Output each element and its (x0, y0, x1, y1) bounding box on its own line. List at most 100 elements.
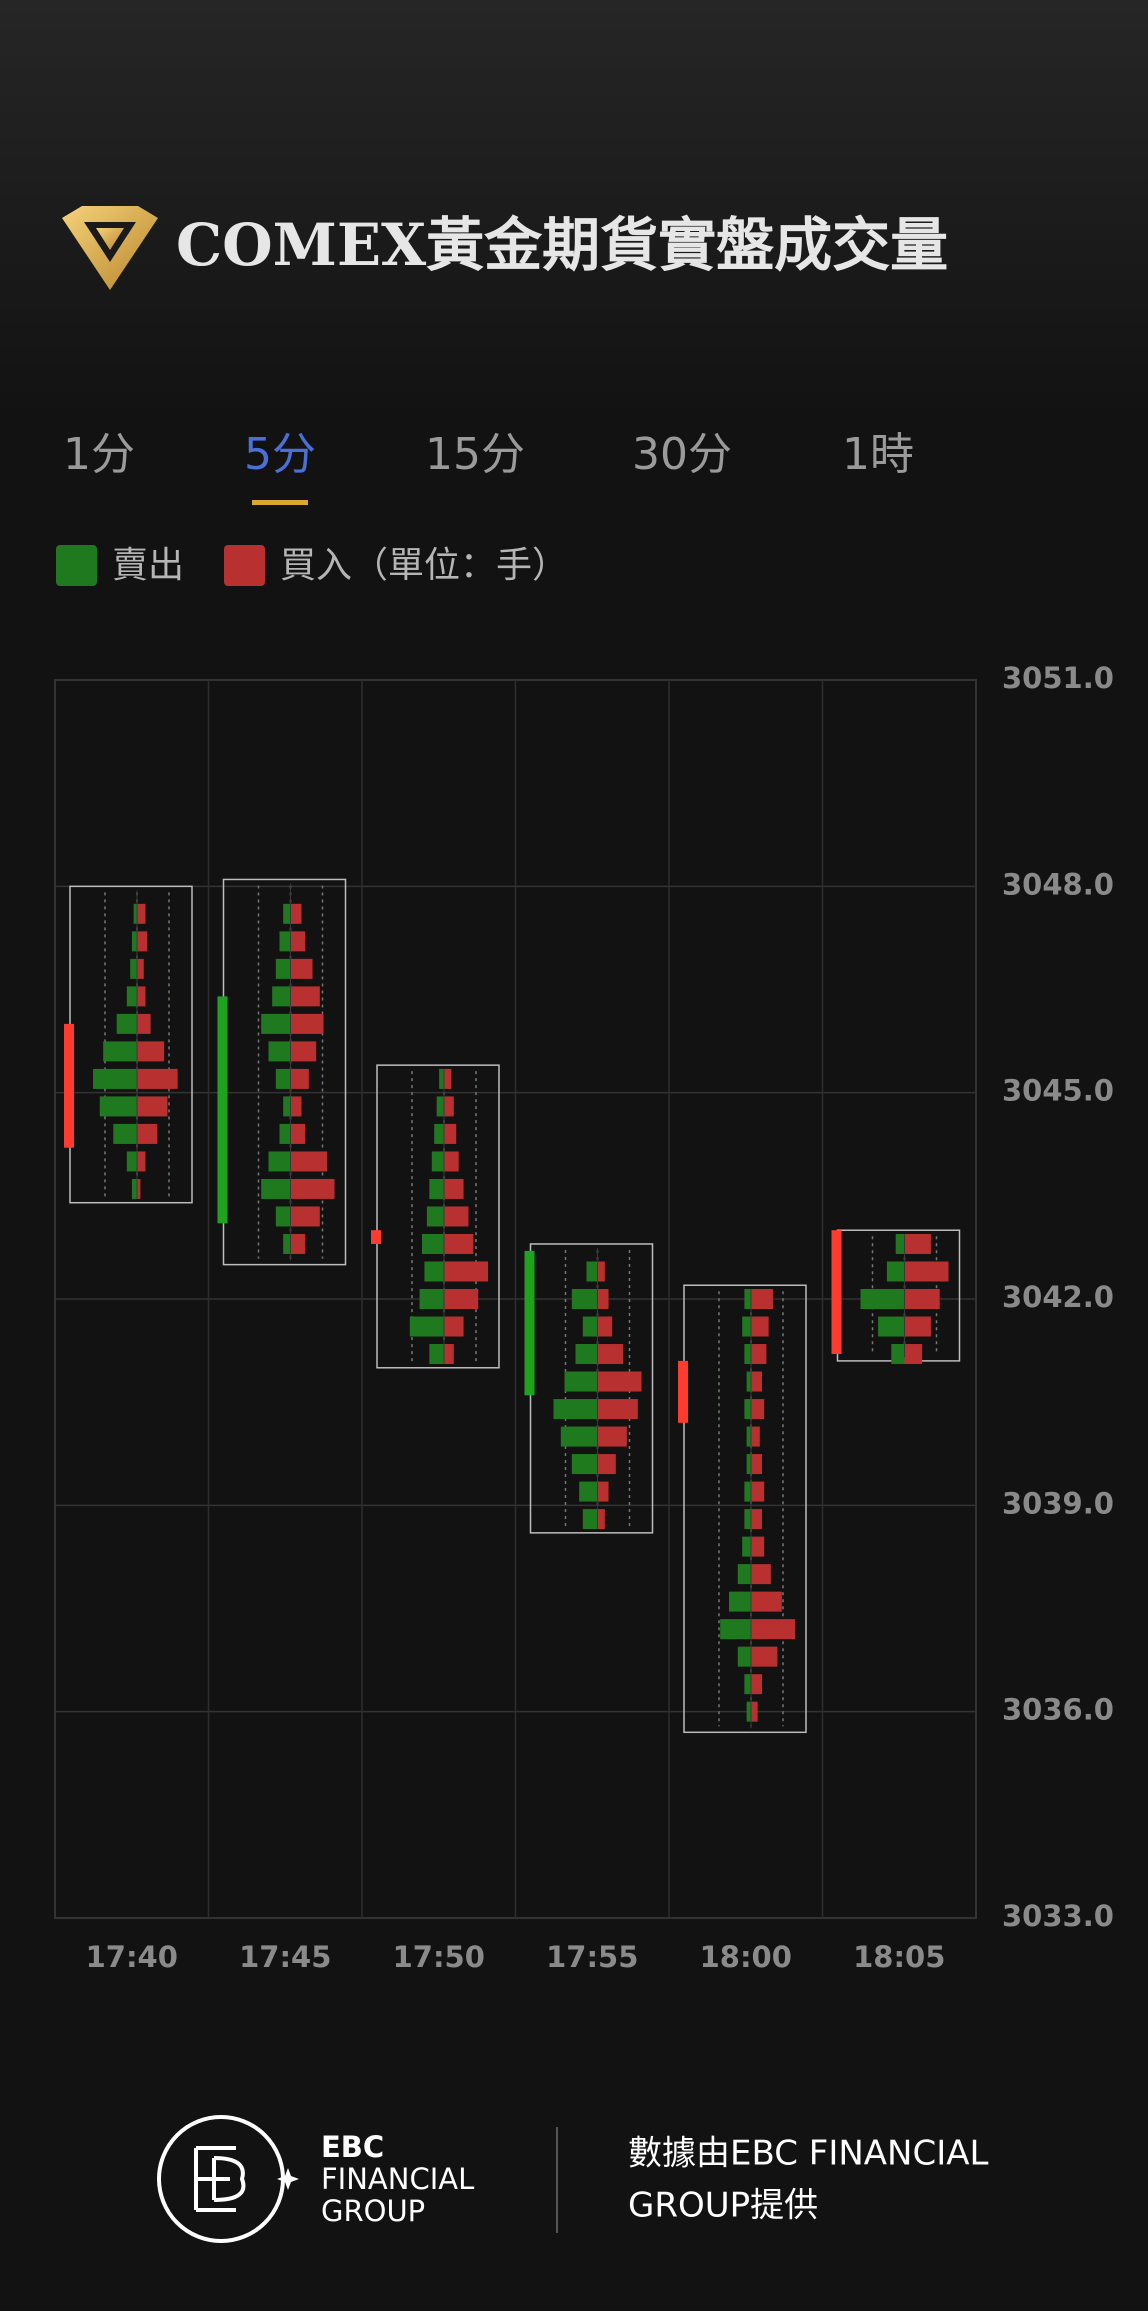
sell-bar (586, 1261, 598, 1282)
sell-bar (422, 1233, 444, 1254)
buy-bar (597, 1481, 609, 1502)
buy-bar (751, 1344, 767, 1365)
sell-bar (426, 1206, 444, 1227)
legend-label: 買入 (280, 545, 352, 586)
tab[interactable]: 1時 (842, 429, 914, 480)
legend: 賣出 買入（單位：手） (56, 545, 568, 586)
buy-bar (751, 1536, 765, 1557)
y-tick-label: 3039.0 (1002, 1486, 1114, 1520)
buy-bar (751, 1509, 762, 1530)
buy-bar (444, 1096, 454, 1117)
sell-bar (113, 1123, 137, 1144)
x-tick-label: 17:40 (86, 1940, 178, 1974)
buy-bar (290, 931, 306, 952)
buy-bar (751, 1564, 771, 1585)
sell-bar (737, 1646, 751, 1667)
candle-body (217, 996, 228, 1224)
tab[interactable]: 1分 (63, 429, 135, 480)
x-tick-label: 18:05 (853, 1940, 945, 1974)
buy-bar (290, 1178, 335, 1199)
buy-bar (751, 1426, 760, 1447)
y-tick-label: 3048.0 (1002, 867, 1114, 901)
sell-bar (434, 1123, 444, 1144)
candle-body (524, 1250, 535, 1396)
buy-bar (137, 1123, 158, 1144)
buy-bar (290, 1041, 317, 1062)
buy-bar (751, 1316, 769, 1337)
sell-bar (431, 1151, 444, 1172)
sell-bar (895, 1233, 905, 1254)
credit-line: GROUP提供 (628, 2186, 818, 2226)
sell-bar (746, 1371, 751, 1392)
buy-bar (904, 1233, 931, 1254)
legend-label: 買入（單位：手） (280, 545, 568, 586)
sell-bar (746, 1426, 751, 1447)
buy-bar (290, 986, 320, 1007)
sell-bar (439, 1068, 444, 1089)
sell-bar (553, 1399, 598, 1420)
buy-bar (137, 1151, 146, 1172)
buy-bar (444, 1261, 488, 1282)
tab[interactable]: 30分 (632, 429, 732, 480)
buy-bar (904, 1261, 949, 1282)
sell-bar (737, 1564, 751, 1585)
sell-bar (860, 1289, 905, 1309)
legend-label: 賣出 (112, 545, 184, 586)
buy-bar (597, 1371, 642, 1392)
buy-bar (290, 1233, 306, 1254)
sell-bar (131, 931, 137, 952)
buy-bar (137, 1013, 151, 1034)
buy-bar (290, 1013, 324, 1034)
x-tick-label: 17:45 (239, 1940, 331, 1974)
sell-bar (744, 1344, 751, 1365)
header-background (0, 0, 1148, 420)
sell-bar (744, 1481, 751, 1502)
footer-logo (157, 2115, 299, 2243)
sell-bar (275, 1068, 291, 1089)
buy-bar (751, 1591, 782, 1612)
buy-bar (904, 1344, 923, 1365)
buy-bar (137, 958, 144, 979)
y-tick-label: 3042.0 (1002, 1280, 1114, 1314)
buy-bar (751, 1701, 758, 1722)
buy-bar (751, 1674, 762, 1695)
buy-bar (137, 986, 146, 1007)
sell-bar (279, 1123, 291, 1144)
brand-line: EBC (321, 2130, 384, 2164)
tab[interactable]: 5分 (244, 429, 316, 480)
buy-bar (751, 1399, 765, 1420)
x-tick-label: 17:55 (546, 1940, 638, 1974)
buy-bar (751, 1481, 765, 1502)
buy-bar (290, 1123, 306, 1144)
range-box (683, 1284, 807, 1734)
sell-bar (744, 1674, 751, 1695)
brand-line: GROUP (321, 2194, 425, 2228)
buy-bar (137, 1041, 165, 1062)
buy-bar (137, 1068, 178, 1089)
sell-bar (742, 1316, 751, 1337)
buy-bar (137, 1096, 168, 1117)
sell-bar (744, 1509, 751, 1530)
sell-bar (275, 958, 291, 979)
candle-body (678, 1360, 688, 1423)
tabs: 1分 5分 15分 30分 1時 (63, 429, 914, 505)
buy-bar (597, 1344, 624, 1365)
buy-bar (290, 903, 302, 924)
buy-bar (290, 1151, 328, 1172)
buy-bar (904, 1316, 931, 1337)
y-tick-label: 3045.0 (1002, 1074, 1114, 1108)
sell-bar (744, 1399, 751, 1420)
sell-bar (126, 1151, 137, 1172)
sell-bar (283, 903, 291, 924)
buy-bar (444, 1151, 459, 1172)
buy-bar (751, 1289, 773, 1309)
sell-bar (746, 1454, 751, 1475)
buy-bar (444, 1233, 474, 1254)
sell-bar (133, 903, 137, 924)
tab[interactable]: 15分 (425, 429, 525, 480)
credit-line: 數據由EBC FINANCIAL (628, 2134, 988, 2174)
buy-bar (290, 1068, 309, 1089)
sell-bar (131, 1178, 137, 1199)
buy-bar (597, 1426, 627, 1447)
